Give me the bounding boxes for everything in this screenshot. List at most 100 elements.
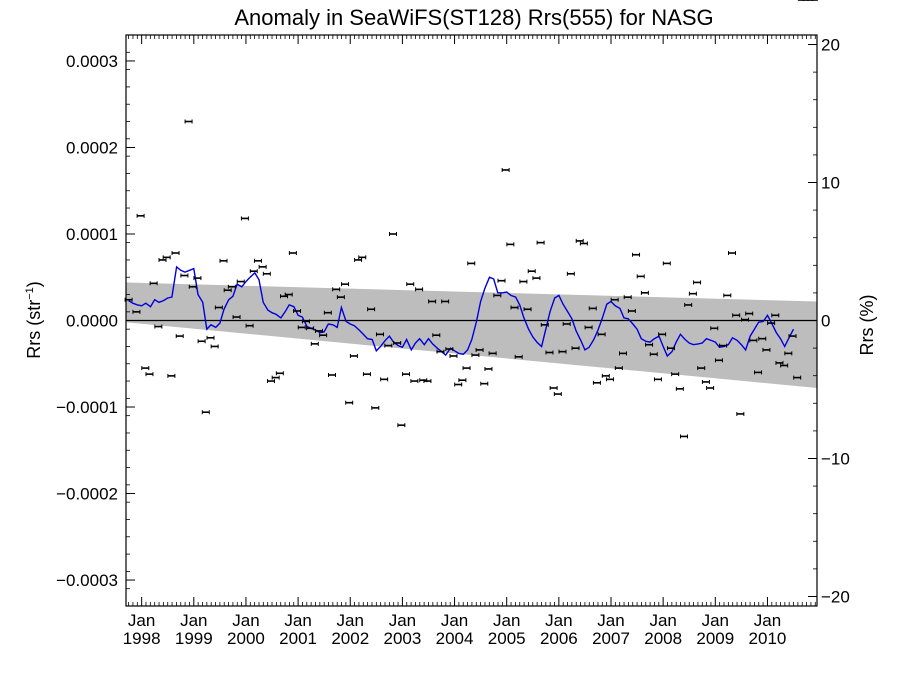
anomaly-point bbox=[393, 340, 402, 345]
anomaly-point bbox=[649, 352, 658, 357]
anomaly-point bbox=[445, 347, 454, 352]
anomaly-point bbox=[219, 258, 228, 263]
anomaly-point bbox=[410, 379, 419, 384]
anomaly-point bbox=[471, 353, 480, 358]
left-y-label-sup: −1 bbox=[24, 287, 36, 300]
anomaly-point bbox=[592, 380, 601, 385]
anomaly-point bbox=[584, 325, 593, 330]
anomaly-point bbox=[627, 308, 636, 313]
x-tick-label-month: Jan bbox=[128, 611, 155, 630]
anomaly-point bbox=[536, 240, 545, 245]
left-y-tick-label: −0.0002 bbox=[56, 485, 118, 504]
anomaly-point bbox=[519, 279, 528, 284]
anomaly-point bbox=[354, 257, 363, 262]
anomaly-point bbox=[480, 381, 489, 386]
x-tick-label-month: Jan bbox=[284, 611, 311, 630]
anomaly-point bbox=[741, 317, 750, 322]
anomaly-point bbox=[154, 324, 163, 329]
anomaly-point bbox=[493, 293, 502, 298]
anomaly-point bbox=[415, 287, 424, 292]
x-tick-label-year: 2007 bbox=[592, 629, 630, 648]
left-y-tick-label: −0.0003 bbox=[56, 571, 118, 590]
anomaly-point bbox=[197, 339, 206, 344]
anomaly-point bbox=[501, 167, 510, 172]
anomaly-point bbox=[618, 351, 627, 356]
anomaly-point bbox=[201, 410, 210, 415]
anomaly-point bbox=[610, 297, 619, 302]
anomaly-point bbox=[301, 319, 310, 324]
x-tick-label-month: Jan bbox=[493, 611, 520, 630]
anomaly-point bbox=[588, 306, 597, 311]
anomaly-point bbox=[293, 308, 302, 313]
anomaly-point bbox=[223, 288, 232, 293]
right-y-tick-label: −20 bbox=[821, 587, 850, 606]
x-tick-label-month: Jan bbox=[649, 611, 676, 630]
anomaly-point bbox=[323, 310, 332, 315]
anomaly-point bbox=[653, 377, 662, 382]
anomaly-point bbox=[423, 379, 432, 384]
anomaly-point bbox=[732, 313, 741, 318]
x-tick-label-month: Jan bbox=[180, 611, 207, 630]
anomaly-point bbox=[367, 307, 376, 312]
x-tick-label-year: 2005 bbox=[488, 629, 526, 648]
anomaly-point bbox=[684, 302, 693, 307]
anomaly-point bbox=[597, 332, 606, 337]
anomaly-point bbox=[406, 282, 415, 287]
x-tick-label-year: 2006 bbox=[540, 629, 578, 648]
anomaly-point bbox=[723, 293, 732, 298]
anomaly-point bbox=[527, 269, 536, 274]
anomaly-point bbox=[793, 375, 802, 380]
anomaly-point bbox=[136, 213, 145, 218]
anomaly-point bbox=[523, 307, 532, 312]
anomaly-point bbox=[719, 343, 728, 348]
left-y-tick-label: −0.0001 bbox=[56, 398, 118, 417]
anomaly-point bbox=[141, 366, 150, 371]
smoothed-anomaly-line bbox=[128, 265, 795, 358]
anomaly-point bbox=[336, 295, 345, 300]
anomaly-point bbox=[184, 119, 193, 124]
anomaly-point bbox=[319, 333, 328, 338]
anomaly-point bbox=[375, 332, 384, 337]
anomaly-point bbox=[710, 326, 719, 331]
anomaly-point bbox=[175, 334, 184, 339]
anomaly-point bbox=[680, 434, 689, 439]
anomaly-point bbox=[488, 351, 497, 356]
left-y-label-base: Rrs (str bbox=[24, 300, 44, 359]
anomaly-point bbox=[236, 279, 245, 284]
x-tick-label-month: Jan bbox=[702, 611, 729, 630]
anomaly-point bbox=[745, 311, 754, 316]
anomaly-point bbox=[249, 269, 258, 274]
anomaly-point bbox=[775, 360, 784, 365]
anomaly-point bbox=[380, 377, 389, 382]
anomaly-point bbox=[206, 335, 215, 340]
anomaly-point bbox=[540, 322, 549, 327]
x-tick-label-month: Jan bbox=[232, 611, 259, 630]
anomaly-point bbox=[645, 342, 654, 347]
anomaly-point bbox=[605, 377, 614, 382]
plot-area: 0.0003 0.0002 0.0001 0.0000 −0.0001 −0.0002 −0… bbox=[56, 0, 850, 648]
right-y-tick-label: −10 bbox=[821, 449, 850, 468]
x-tick-label-month: Jan bbox=[545, 611, 572, 630]
anomaly-point bbox=[706, 385, 715, 390]
anomaly-point bbox=[697, 366, 706, 371]
anomaly-point bbox=[432, 333, 441, 338]
anomaly-point bbox=[284, 292, 293, 297]
x-tick-label-month: Jan bbox=[337, 611, 364, 630]
anomaly-point bbox=[384, 343, 393, 348]
anomaly-point bbox=[227, 284, 236, 289]
left-y-tick-label: 0.0000 bbox=[66, 312, 118, 331]
anomaly-point bbox=[658, 332, 667, 337]
svg-text:Rrs (str−1): Rrs (str−1) bbox=[24, 281, 44, 359]
anomaly-point bbox=[253, 258, 262, 263]
anomaly-point bbox=[714, 358, 723, 363]
chart-title: Anomaly in SeaWiFS(ST128) Rrs(555) for N… bbox=[234, 5, 713, 30]
x-tick-label-year: 2003 bbox=[383, 629, 421, 648]
anomaly-point bbox=[167, 373, 176, 378]
anomaly-point bbox=[662, 261, 671, 266]
anomaly-point bbox=[345, 400, 354, 405]
anomaly-point bbox=[149, 281, 158, 286]
left-y-tick-label: 0.0001 bbox=[66, 225, 118, 244]
anomaly-point bbox=[579, 241, 588, 246]
left-y-axis-label: Rrs (str−1) bbox=[24, 281, 44, 359]
